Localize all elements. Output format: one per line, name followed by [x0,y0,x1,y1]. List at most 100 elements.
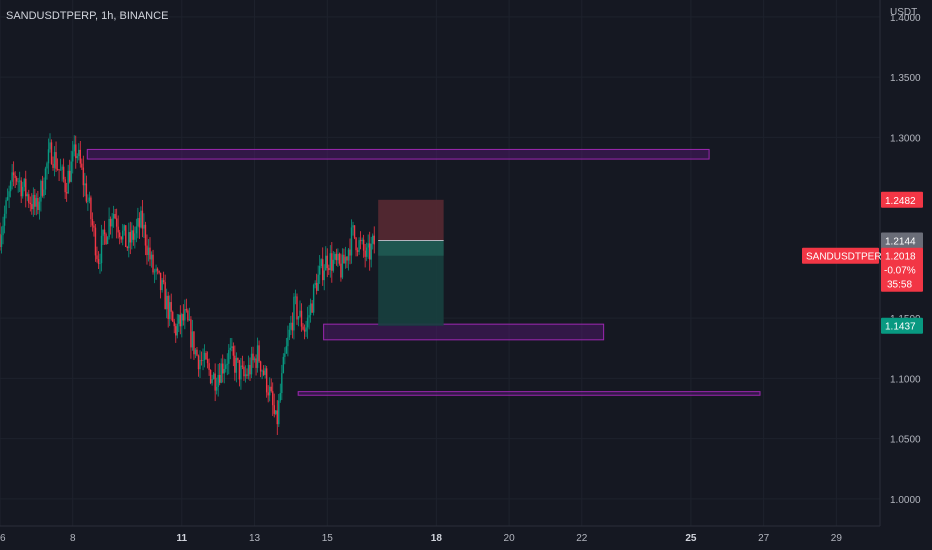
candle-body [256,345,259,368]
candle-body [352,225,354,228]
candle-body [350,227,353,256]
candle-body [359,240,362,242]
candle-body [343,254,345,264]
candle-body [164,282,166,310]
candle-body [159,272,162,291]
candle-body [91,219,94,226]
open-profit-zone [378,240,444,256]
candle-body [5,200,7,214]
candle-body [90,197,92,220]
candle-body [167,295,169,319]
candle-body [123,225,125,231]
candle-body [332,259,335,271]
candle-body [65,192,68,194]
candle-body [97,259,100,264]
candle-body [338,253,341,264]
candle-body [199,359,201,370]
lower-demand-zone[interactable] [297,391,761,396]
candle-body [261,370,263,372]
candle-body [193,331,195,355]
candle-body [114,213,116,219]
candle-body [109,218,112,227]
candle-body [34,195,36,207]
candle-body [122,230,124,240]
candle-body [178,314,180,324]
candle-body [372,235,374,244]
upper-supply-zone[interactable] [86,148,710,160]
candle-body [125,225,127,247]
candle-body [329,253,332,271]
candle-body [272,391,274,406]
candle-body [135,226,138,234]
candle-body [131,230,133,243]
candle-body [214,373,216,391]
candle-body [225,364,227,369]
risk-zone[interactable] [378,199,444,241]
candle-body [282,356,285,374]
zones-layer[interactable] [86,148,761,396]
candle-body [23,178,25,187]
target-price-label: 1.1437 [885,322,916,333]
candle-body [296,296,298,320]
candle-body [141,210,144,229]
candle-body [181,314,183,327]
candle-body [99,263,101,264]
candle-body [144,224,147,246]
candle-body [46,163,48,169]
candle-body [370,243,372,260]
candle-body [285,346,288,354]
time-axis[interactable]: 6 8 11 13 15 18 20 22 25 27 29 [0,533,842,544]
candle-body [231,346,233,348]
candle-body [264,368,266,375]
candle-body [220,363,222,383]
candle-body [38,201,41,210]
candle-body [353,225,356,238]
candle-body [134,233,136,240]
candle-body [75,144,77,159]
candle-body [6,196,9,201]
candle-body [322,259,324,281]
last-price-change: -0.07% [884,266,916,277]
candle-body [31,204,33,210]
stop-price-label-bg [881,191,923,208]
price-tick-label: 1.3500 [890,73,921,84]
candle-body [117,226,119,233]
candle-body [118,232,121,238]
candle-body [367,243,369,248]
candle-body [143,224,145,229]
candle-body [314,282,316,285]
mid-demand-zone[interactable] [323,323,605,341]
candle-body [253,358,256,361]
candle-body [200,359,203,361]
candle-body [270,386,272,392]
candle-body [132,230,135,240]
short-position-tool[interactable] [378,199,444,326]
candle-body [84,183,86,186]
candle-body [67,170,69,194]
candle-body [149,247,151,260]
candle-body [258,345,260,362]
candle-body [265,368,268,393]
candle-body [317,274,319,291]
candle-body [281,373,283,394]
candle-body [237,357,239,361]
candle-body [175,326,177,336]
entry-price-label-bg [881,232,923,249]
candle-body [41,180,44,196]
candle-body [235,357,238,373]
candle-body [112,213,115,219]
candle-body [173,321,175,327]
price-tick-label: 1.0000 [890,495,921,506]
candle-body [103,229,106,235]
candle-body [215,386,218,391]
candle-body [72,151,74,162]
candle-body [17,181,19,183]
time-tick-label: 15 [322,533,334,544]
candle-body [152,254,154,273]
candle-body [58,169,60,171]
candle-body [184,309,186,321]
candle-body [40,180,42,202]
candle-body [197,355,200,370]
